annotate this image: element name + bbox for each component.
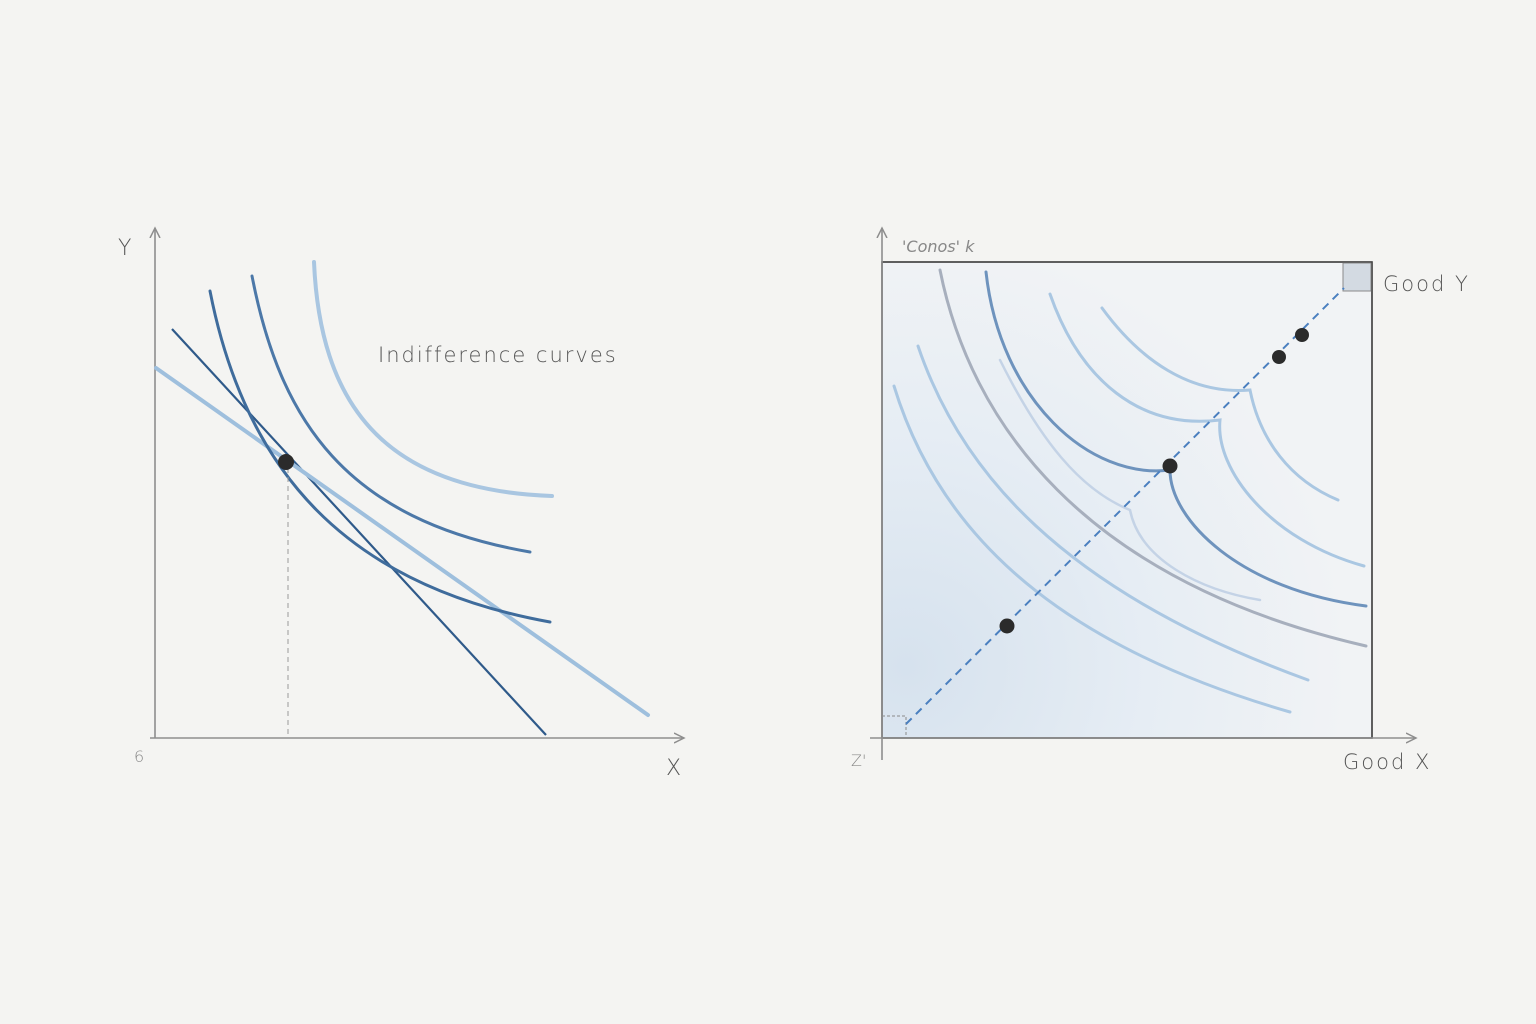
tangency-point	[278, 454, 294, 470]
contract-curve	[905, 287, 1345, 725]
top-right-corner-square	[1342, 262, 1372, 292]
right-top-label: 'Conos' k	[902, 237, 975, 256]
box-shading	[882, 262, 1372, 738]
left-y-axis-label: Y	[118, 236, 132, 261]
left-diagram: Y X 6 Indifference curves	[118, 228, 684, 781]
allocation-point-2	[1162, 458, 1178, 474]
good-y-label: Good Y	[1383, 272, 1470, 296]
indifference-curve-2	[250, 274, 532, 554]
box-curve-5	[1048, 292, 1366, 568]
box-curve-1	[892, 384, 1292, 714]
box-curve-2	[916, 344, 1310, 682]
allocation-point-1	[999, 618, 1015, 634]
good-x-label: Good X	[1343, 750, 1431, 774]
box-curve-7	[998, 358, 1262, 602]
left-title-label: Indifference curves	[378, 343, 618, 367]
right-origin-label: Z'	[851, 751, 866, 770]
box-curve-3	[938, 268, 1368, 648]
indifference-curve-1	[208, 289, 552, 624]
right-diagram: 'Conos' k Good Y Good X Z'	[851, 228, 1470, 774]
budget-line-shallow	[154, 366, 650, 717]
box-curve-6	[1100, 306, 1340, 502]
indifference-curve-3	[312, 260, 554, 498]
bottom-left-corner-square	[882, 715, 907, 737]
allocation-point-3	[1272, 350, 1286, 364]
indifference-curve-family	[892, 268, 1368, 714]
left-x-axis-label: X	[666, 756, 682, 781]
left-origin-label: 6	[134, 747, 144, 766]
budget-line-steep	[171, 328, 547, 736]
allocation-point-4	[1295, 328, 1309, 342]
